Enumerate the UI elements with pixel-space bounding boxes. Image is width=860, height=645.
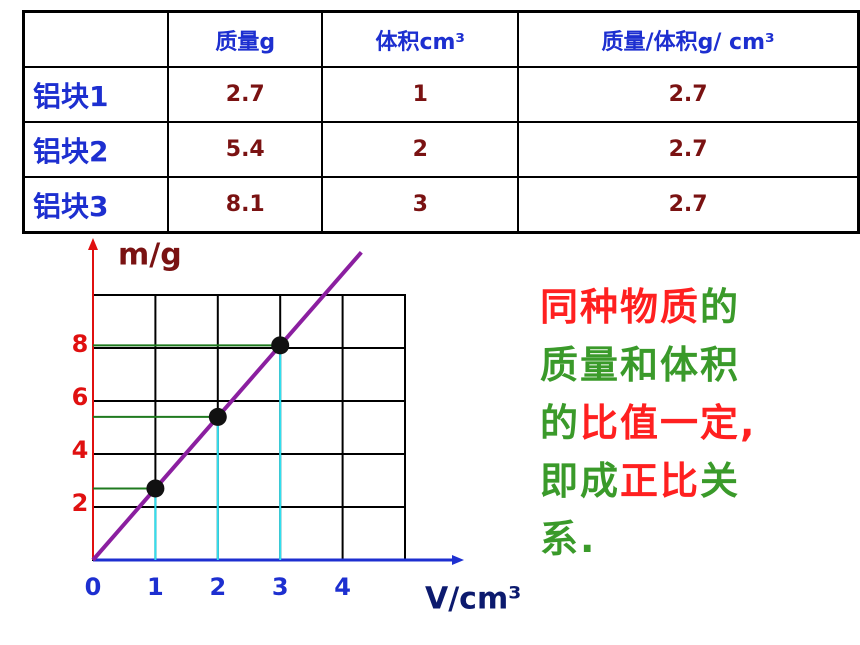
x-axis-label: V/cm³ [425, 582, 521, 617]
fit-line [91, 251, 363, 562]
y-axis-arrow [88, 238, 98, 250]
note-segment: 关 [700, 459, 741, 503]
x-tick-label: 1 [147, 573, 164, 601]
corner-cell [22, 10, 170, 68]
data-point [208, 407, 227, 426]
data-point [146, 479, 165, 498]
header-cell: 质量/体积g/ cm³ [517, 10, 860, 68]
table-row: 铝块1 2.7 1 2.7 [22, 66, 860, 123]
note-segment: 的 [540, 401, 581, 445]
note-segment: 比值一定, [580, 401, 757, 445]
note-segment: 同种物质 [540, 285, 701, 329]
note-segment: 正比 [620, 459, 701, 503]
value-cell: 2.7 [517, 66, 860, 123]
data-point [271, 336, 290, 355]
note-segment: 即成 [540, 459, 621, 503]
table-row: 铝块3 8.1 3 2.7 [22, 176, 860, 234]
y-tick-label: 8 [72, 330, 89, 358]
note-line: 质量和体积 [540, 336, 756, 394]
note-segment: 的 [700, 285, 741, 329]
value-cell: 1 [321, 66, 520, 123]
row-label: 铝块1 [22, 66, 170, 123]
note: 同种物质的 质量和体积 的比值一定, 即成正比关 系. [540, 278, 756, 568]
value-cell: 2.7 [517, 121, 860, 178]
value-cell: 3 [321, 176, 520, 234]
x-tick-label: 4 [334, 573, 351, 601]
header-cell: 体积cm³ [321, 10, 520, 68]
y-tick-label: 6 [72, 383, 89, 411]
header-row: 质量g 体积cm³ 质量/体积g/ cm³ [22, 10, 860, 68]
y-tick-label: 2 [72, 489, 89, 517]
x-tick-label: 0 [85, 573, 102, 601]
value-cell: 2.7 [167, 66, 324, 123]
grid-frame [92, 294, 406, 561]
value-cell: 8.1 [167, 176, 324, 234]
value-cell: 2 [321, 121, 520, 178]
header-cell: 质量g [167, 10, 324, 68]
x-tick-label: 2 [209, 573, 226, 601]
row-label: 铝块3 [22, 176, 170, 234]
y-tick-label: 4 [72, 436, 89, 464]
table-row: 铝块2 5.4 2 2.7 [22, 121, 860, 178]
value-cell: 2.7 [517, 176, 860, 234]
note-line: 同种物质的 [540, 278, 756, 336]
note-line: 的比值一定, [540, 394, 756, 452]
row-label: 铝块2 [22, 121, 170, 178]
y-axis-label: m/g [118, 238, 182, 273]
x-tick-label: 3 [272, 573, 289, 601]
x-axis-arrow [452, 555, 464, 565]
note-segment: 系. [540, 517, 597, 561]
note-line: 即成正比关 [540, 452, 756, 510]
data-table: 质量g 体积cm³ 质量/体积g/ cm³ 铝块1 2.7 1 2.7 铝块2 5.4 2 2.7 铝… [22, 10, 860, 234]
value-cell: 5.4 [167, 121, 324, 178]
note-segment: 质量和体积 [540, 343, 741, 387]
note-line: 系. [540, 510, 756, 568]
